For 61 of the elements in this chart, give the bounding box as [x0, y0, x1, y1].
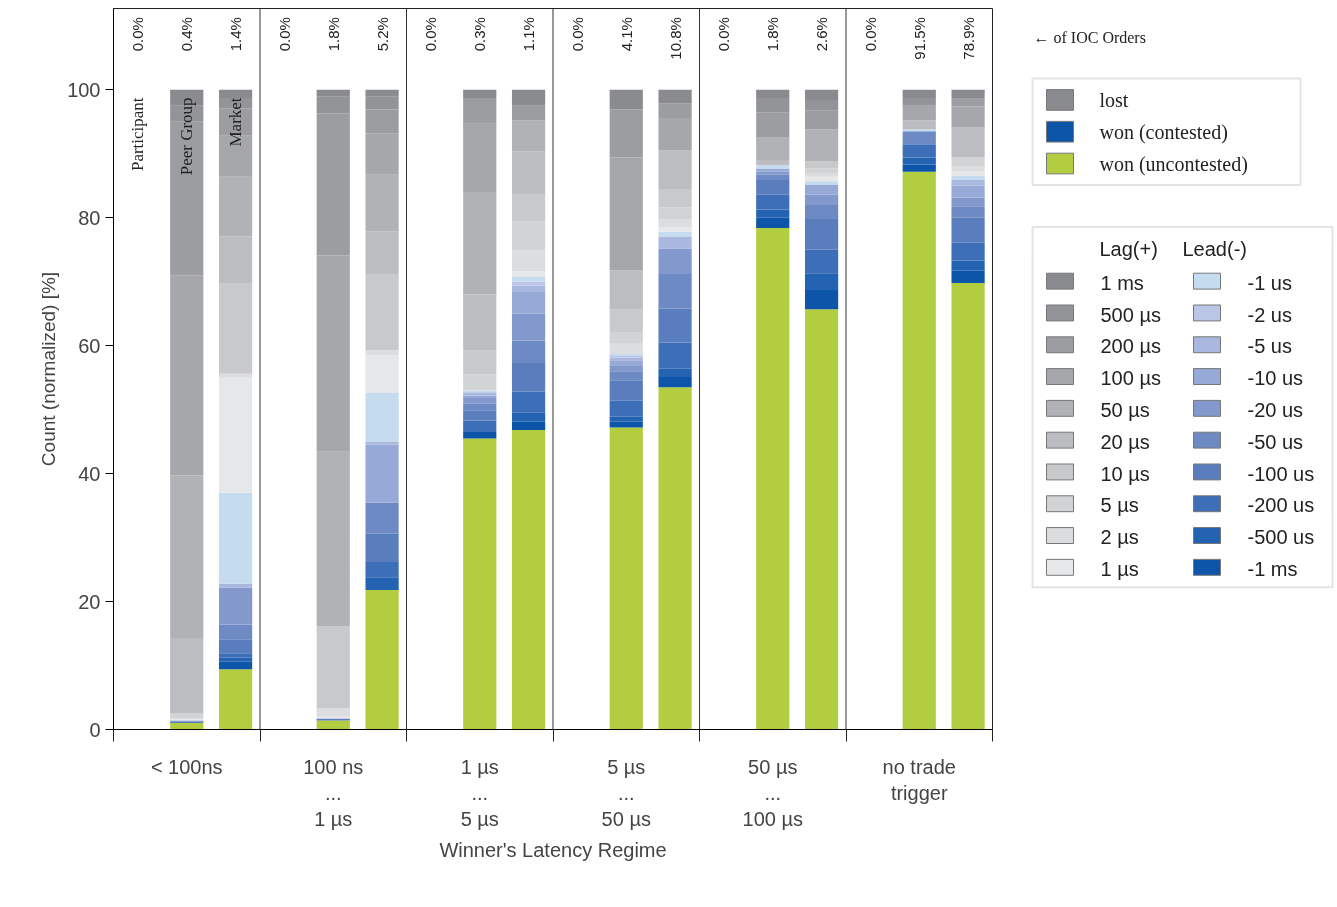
annotation: 0.0% — [275, 17, 293, 52]
annotation: 5.2% — [373, 17, 391, 52]
x-tick-label: Market — [226, 97, 246, 147]
text: ← of IOC Orders — [1033, 28, 1146, 46]
annotation: 10.8% — [666, 17, 684, 60]
legend-label: -50 us — [1247, 430, 1304, 453]
annotation: 1.4% — [227, 17, 245, 52]
y-axis-title: Count (normalized) [%] — [38, 271, 60, 467]
legend-label: -100 us — [1247, 462, 1315, 485]
y-tick-label: 0 — [89, 718, 101, 741]
legend-label: 1 µs — [1100, 557, 1139, 580]
legend-label: -1 us — [1247, 271, 1292, 294]
annotation: 0.0% — [422, 17, 440, 52]
annotation: 0.0% — [568, 17, 586, 52]
y-tick-label: 40 — [78, 462, 101, 485]
annotation: 4.1% — [617, 17, 635, 52]
legend-label: -500 us — [1247, 526, 1315, 549]
legend-label: 1 ms — [1100, 271, 1144, 294]
y-tick-label: 60 — [78, 334, 101, 357]
text: Lead(-) — [1182, 238, 1247, 261]
legend-label: 20 µs — [1100, 430, 1150, 453]
x-axis-title: Winner's Latency Regime — [439, 839, 667, 862]
annotation: 91.5% — [910, 17, 928, 60]
text: no trade trigger — [882, 755, 956, 804]
legend-label: 2 µs — [1100, 526, 1139, 549]
annotation: 0.3% — [471, 17, 489, 52]
annotation: 0.0% — [129, 17, 147, 52]
text: won (contested) — [1099, 120, 1228, 144]
text: 50 µs ... 100 µs — [742, 755, 803, 831]
annotation: 78.9% — [959, 17, 977, 60]
annotation: 2.6% — [813, 17, 831, 52]
legend-label: -20 us — [1247, 398, 1304, 421]
annotation: 0.4% — [178, 17, 196, 52]
legend-label: 100 µs — [1100, 367, 1161, 390]
text: lost — [1099, 88, 1129, 111]
legend-label: 5 µs — [1100, 494, 1139, 517]
y-tick-label: 20 — [78, 590, 101, 613]
legend-label: -5 us — [1247, 335, 1292, 358]
legend-label: 10 µs — [1100, 462, 1150, 485]
legend-label: 500 µs — [1100, 303, 1161, 326]
legend-label: won (uncontested) — [1099, 152, 1248, 176]
y-tick-label: 100 — [67, 78, 101, 101]
annotation: 1.8% — [764, 17, 782, 52]
annotation: 0.0% — [715, 17, 733, 52]
text: < 100ns — [150, 755, 223, 778]
annotation: 1.1% — [520, 17, 538, 52]
legend-label: 50 µs — [1100, 398, 1150, 421]
legend-label: -200 us — [1247, 494, 1315, 517]
text: Lag(+) — [1099, 238, 1158, 261]
annotation: 1.8% — [324, 17, 342, 52]
text: 5 µs ... 50 µs — [601, 755, 651, 831]
legend-label: 200 µs — [1100, 335, 1161, 358]
y-tick-label: 80 — [78, 206, 101, 229]
x-tick-label: Participant — [128, 97, 148, 172]
legend-label: -1 ms — [1247, 557, 1298, 580]
legend-label: -10 us — [1247, 367, 1304, 390]
annotation: 0.0% — [861, 17, 879, 52]
text: 1 µs ... 5 µs — [460, 755, 499, 831]
text: 100 ns ... 1 µs — [303, 755, 364, 831]
x-tick-label: Peer Group — [177, 97, 197, 176]
legend-label: -2 us — [1247, 303, 1292, 326]
